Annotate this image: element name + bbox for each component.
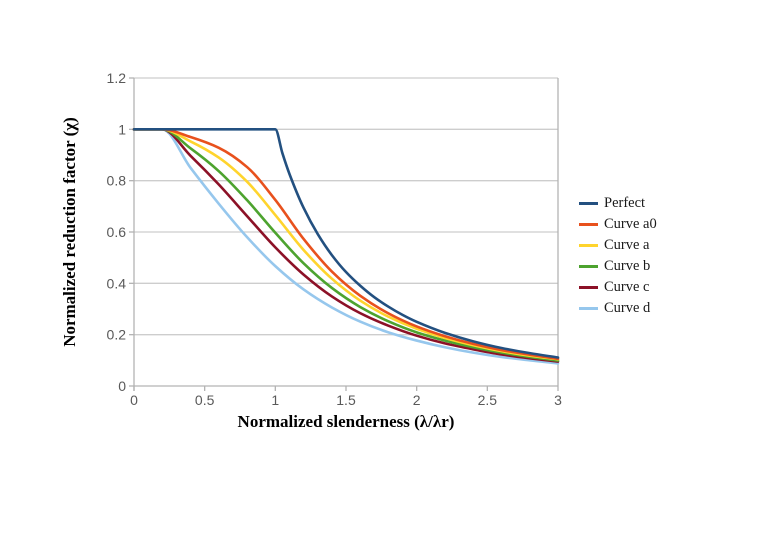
x-tick-label: 2.5 <box>478 392 498 408</box>
y-tick-label: 0.8 <box>107 173 127 189</box>
legend-swatch-curve-d <box>579 307 598 310</box>
y-axis-title: Normalized reduction factor (χ) <box>56 78 84 386</box>
y-tick-label: 1 <box>118 121 126 137</box>
legend-swatch-curve-a <box>579 244 598 247</box>
y-tick-label: 0.2 <box>107 327 127 343</box>
series-path-curve-a0 <box>132 128 560 361</box>
legend-label-curve-a0: Curve a0 <box>604 216 657 232</box>
y-axis-title-text: Normalized reduction factor (χ) <box>60 117 79 347</box>
legend-item-perfect: Perfect <box>579 193 657 214</box>
legend-label-curve-a: Curve a <box>604 237 650 253</box>
legend-label-curve-d: Curve d <box>604 300 651 316</box>
legend-item-curve-a: Curve a <box>579 235 657 256</box>
legend-swatch-curve-a0 <box>579 223 598 226</box>
legend-item-curve-d: Curve d <box>579 298 657 319</box>
series-path-curve-b <box>132 128 560 362</box>
x-tick-label: 3 <box>554 392 562 408</box>
x-tick-label: 1.5 <box>336 392 356 408</box>
x-tick-label: 0 <box>130 392 138 408</box>
legend-item-curve-a0: Curve a0 <box>579 214 657 235</box>
legend: Perfect Curve a0 Curve a Curve b Curve c… <box>579 193 657 319</box>
series-path-perfect <box>132 128 560 359</box>
y-tick-label: 1.2 <box>107 70 127 86</box>
series-path-curve-d <box>132 128 560 365</box>
legend-item-curve-c: Curve c <box>579 277 657 298</box>
legend-swatch-curve-b <box>579 265 598 268</box>
series-path-curve-c <box>132 128 560 363</box>
x-axis-title: Normalized slenderness (λ/λr) <box>237 412 455 431</box>
y-tick-label: 0.4 <box>107 275 127 291</box>
legend-label-perfect: Perfect <box>604 195 646 211</box>
legend-label-curve-b: Curve b <box>604 258 651 274</box>
x-tick-label: 1 <box>271 392 279 408</box>
y-tick-label: 0.6 <box>107 224 127 240</box>
x-tick-label: 2 <box>413 392 421 408</box>
x-tick-label: 0.5 <box>195 392 215 408</box>
legend-swatch-perfect <box>579 202 598 205</box>
y-tick-label: 0 <box>118 378 126 394</box>
legend-item-curve-b: Curve b <box>579 256 657 277</box>
legend-swatch-curve-c <box>579 286 598 289</box>
legend-label-curve-c: Curve c <box>604 279 650 295</box>
